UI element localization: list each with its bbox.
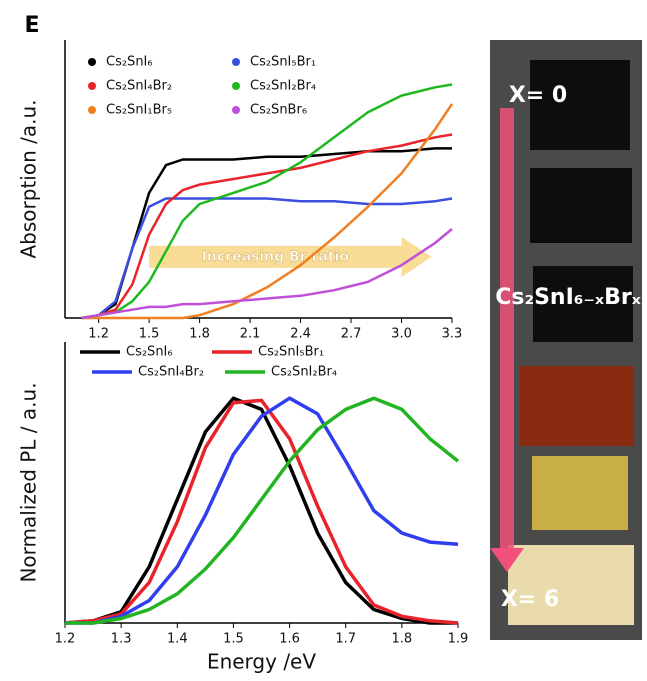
legend-label: Cs₂SnI₅Br₁	[258, 345, 324, 360]
legend-marker	[88, 82, 96, 90]
x-tick-label: 1.5	[139, 327, 160, 342]
legend-label: Cs₂SnI₅Br₁	[250, 55, 316, 70]
x-tick-label: 1.6	[279, 632, 300, 647]
legend-label: Cs₂SnI₂Br₄	[250, 79, 316, 94]
figure: E X= 0 Cs₂SnI₆₋ₓBrₓ X= 6 1.2 1.5 1.8 2.1 2.4…	[0, 0, 647, 681]
legend-label: Cs₂SnI₂Br₄	[271, 365, 337, 380]
x-tick-label: 1.5	[223, 632, 244, 647]
x-tick-label: 1.3	[111, 632, 132, 647]
legend-marker	[88, 58, 96, 66]
series-line	[65, 400, 458, 623]
legend-marker	[232, 82, 240, 90]
x-axis-label: Energy /eV	[207, 650, 316, 674]
photo-label: X= 6	[501, 587, 559, 612]
x-tick-label: 1.2	[55, 632, 76, 647]
legend-label: Cs₂SnI₁Br₅	[106, 103, 172, 118]
x-tick-label: 1.4	[167, 632, 188, 647]
legend-label: Cs₂SnI₄Br₂	[138, 365, 204, 380]
x-tick-label: 1.9	[448, 632, 469, 647]
legend-label: Cs₂SnI₆	[106, 55, 153, 70]
film-sample	[508, 545, 634, 625]
series-line	[65, 398, 458, 623]
photo-label: X= 0	[509, 83, 567, 108]
series-line	[65, 398, 458, 623]
legend-marker	[88, 106, 96, 114]
x-tick-label: 2.1	[240, 327, 261, 342]
legend-marker	[232, 106, 240, 114]
photo-panel: X= 0 Cs₂SnI₆₋ₓBrₓ X= 6	[490, 40, 642, 640]
gradient-arrow	[500, 108, 514, 558]
film-sample	[520, 366, 634, 446]
film-sample	[530, 168, 632, 243]
x-tick-label: 2.7	[341, 327, 362, 342]
x-tick-label: 1.7	[335, 632, 356, 647]
page: E X= 0 Cs₂SnI₆₋ₓBrₓ X= 6 1.2 1.5 1.8 2.1 2.4…	[0, 0, 647, 681]
legend-label: Cs₂SnI₆	[126, 345, 173, 360]
y-axis-label: Normalized PL / a.u.	[17, 382, 41, 582]
legend-label: Cs₂SnI₄Br₂	[106, 79, 172, 94]
x-tick-label: 1.8	[189, 327, 210, 342]
series-line	[82, 104, 452, 318]
x-tick-label: 1.8	[392, 632, 413, 647]
legend-marker	[232, 58, 240, 66]
legend-label: Cs₂SnBr₆	[250, 103, 307, 118]
x-tick-label: 3.0	[391, 327, 412, 342]
x-tick-label: 1.2	[88, 327, 109, 342]
series-line	[82, 135, 452, 319]
x-tick-label: 2.4	[290, 327, 311, 342]
x-tick-label: 3.3	[442, 327, 463, 342]
film-sample	[532, 456, 628, 530]
annotation: Increasing Br ratio	[202, 249, 350, 265]
series-line	[65, 398, 458, 623]
y-axis-label: Absorption /a.u.	[17, 99, 41, 258]
photo-formula: Cs₂SnI₆₋ₓBrₓ	[495, 285, 641, 310]
panel-label: E	[24, 13, 39, 38]
series-line	[82, 85, 452, 319]
